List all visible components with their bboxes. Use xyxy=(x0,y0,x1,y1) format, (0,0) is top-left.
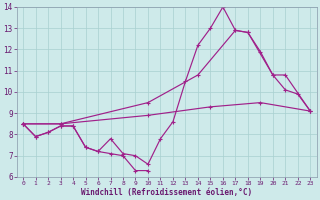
X-axis label: Windchill (Refroidissement éolien,°C): Windchill (Refroidissement éolien,°C) xyxy=(81,188,252,197)
